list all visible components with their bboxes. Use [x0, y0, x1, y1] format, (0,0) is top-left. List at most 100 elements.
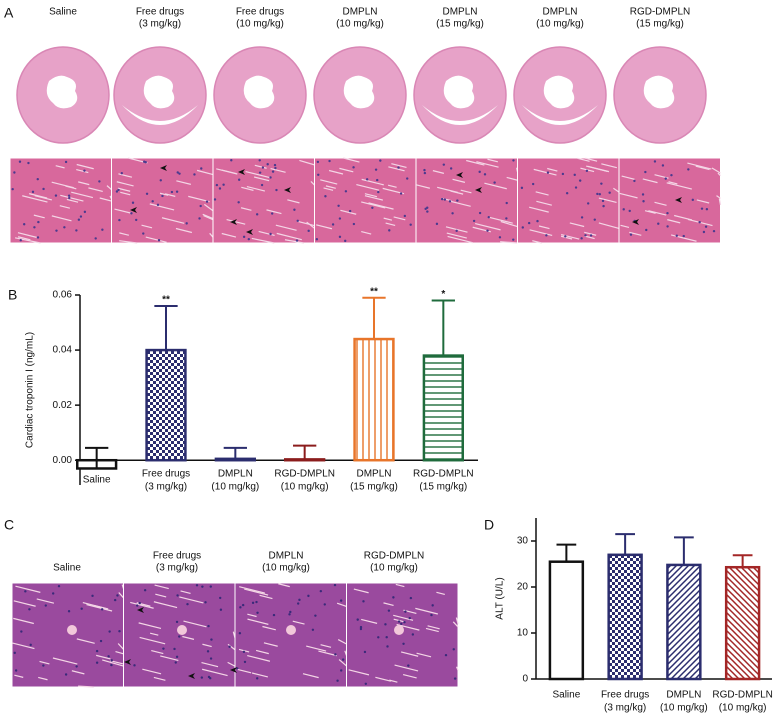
- tissue-streak: [696, 199, 710, 204]
- tissue-nucleus: [435, 222, 439, 226]
- tissue-nucleus: [37, 220, 40, 224]
- tissue-nucleus: [385, 636, 388, 639]
- tissue-nucleus: [403, 621, 406, 624]
- significance-mark: **: [162, 295, 170, 306]
- tissue-streak: [155, 593, 167, 598]
- tissue-streak: [59, 205, 71, 209]
- tissue-nucleus: [222, 183, 225, 186]
- tissue-nucleus: [498, 236, 502, 239]
- tissue-nucleus: [512, 238, 515, 241]
- arrowhead: [124, 659, 131, 665]
- significance-mark: *: [441, 289, 445, 300]
- tissue-streak: [529, 206, 549, 213]
- tissue-nucleus: [315, 238, 319, 241]
- tissue-nucleus: [274, 166, 277, 170]
- tissue-nucleus: [478, 170, 481, 174]
- tissue-nucleus: [336, 679, 339, 682]
- heart-lumen: [343, 75, 375, 109]
- x-tick-label: (10 mg/kg): [660, 703, 708, 714]
- y-tick-label: 0: [522, 674, 528, 685]
- tissue-nucleus: [161, 194, 164, 198]
- y-tick-label: 0.02: [53, 400, 73, 411]
- tissue-streak: [116, 181, 134, 187]
- tissue-nucleus: [258, 159, 261, 162]
- bar: [353, 337, 395, 462]
- caption: (15 mg/kg): [636, 19, 684, 30]
- tissue-nucleus: [18, 160, 22, 163]
- x-tick-label: (3 mg/kg): [145, 482, 187, 493]
- tissue-nucleus: [377, 190, 380, 194]
- tissue-nucleus: [426, 210, 429, 213]
- tissue-streak: [153, 601, 178, 609]
- error-bar: [556, 543, 577, 562]
- tissue-nucleus: [255, 213, 259, 216]
- tissue-nucleus: [54, 194, 58, 197]
- tissue-nucleus: [344, 239, 347, 243]
- tissue-streak: [569, 222, 585, 228]
- tissue-nucleus: [702, 230, 706, 234]
- tissue-nucleus: [574, 186, 578, 189]
- bar: [214, 457, 256, 462]
- tissue-streak: [94, 605, 106, 609]
- tissue-streak: [687, 162, 712, 170]
- tissue-nucleus: [42, 187, 45, 191]
- caption: Free drugs: [153, 551, 201, 562]
- tissue-nucleus: [424, 207, 427, 211]
- tissue-nucleus: [64, 673, 68, 676]
- tissue-nucleus: [362, 600, 365, 603]
- tissue-streak: [447, 235, 473, 244]
- tissue-nucleus: [657, 222, 660, 225]
- tissue-nucleus: [13, 651, 16, 655]
- tissue-streak: [247, 654, 271, 662]
- tissue-nucleus: [51, 592, 55, 595]
- tissue-streak: [138, 622, 162, 630]
- tissue-streak: [245, 170, 271, 179]
- tissue-nucleus: [247, 237, 251, 241]
- tissue-streak: [244, 588, 269, 596]
- tissue-streak: [427, 625, 440, 630]
- tissue-streak: [391, 163, 407, 169]
- tissue-streak: [328, 169, 344, 175]
- tissue-nucleus: [483, 173, 487, 176]
- tissue-nucleus: [512, 159, 515, 162]
- tissue-nucleus: [596, 192, 599, 196]
- arrowhead: [230, 219, 237, 225]
- tissue-nucleus: [319, 589, 323, 593]
- bar: [548, 560, 585, 681]
- arrowhead: [188, 673, 195, 679]
- tissue-streak: [188, 195, 210, 203]
- tissue-nucleus: [456, 199, 459, 202]
- tissue-nucleus: [101, 228, 104, 231]
- tissue-streak: [237, 668, 252, 674]
- tissue-image: [9, 157, 112, 244]
- tissue-nucleus: [210, 638, 213, 641]
- tissue-nucleus: [505, 201, 508, 205]
- tissue-streak: [196, 169, 214, 176]
- tissue-nucleus: [77, 218, 81, 221]
- tissue-nucleus: [173, 647, 176, 651]
- tissue-nucleus: [455, 229, 458, 233]
- x-tick-label: Saline: [552, 690, 580, 701]
- tissue-nucleus: [135, 604, 139, 607]
- tissue-nucleus: [314, 614, 317, 617]
- arrowhead: [284, 187, 291, 193]
- tissue-nucleus: [339, 599, 343, 602]
- tissue-streak: [141, 224, 153, 229]
- tissue-streak: [535, 191, 549, 196]
- tissue-streak: [536, 200, 552, 206]
- tissue-nucleus: [622, 208, 625, 211]
- tissue-nucleus: [120, 172, 123, 175]
- tissue-streak: [316, 224, 333, 230]
- tissue-nucleus: [478, 211, 482, 215]
- tissue-streak: [161, 217, 185, 224]
- panel-letter: C: [4, 517, 14, 533]
- tissue-image: [346, 582, 459, 688]
- tissue-streak: [263, 642, 278, 647]
- tissue-nucleus: [68, 196, 71, 200]
- tissue-streak: [547, 167, 558, 172]
- tissue-nucleus: [431, 604, 434, 607]
- tissue-nucleus: [666, 225, 669, 228]
- tissue-nucleus: [406, 177, 409, 180]
- tissue-nucleus: [261, 166, 265, 169]
